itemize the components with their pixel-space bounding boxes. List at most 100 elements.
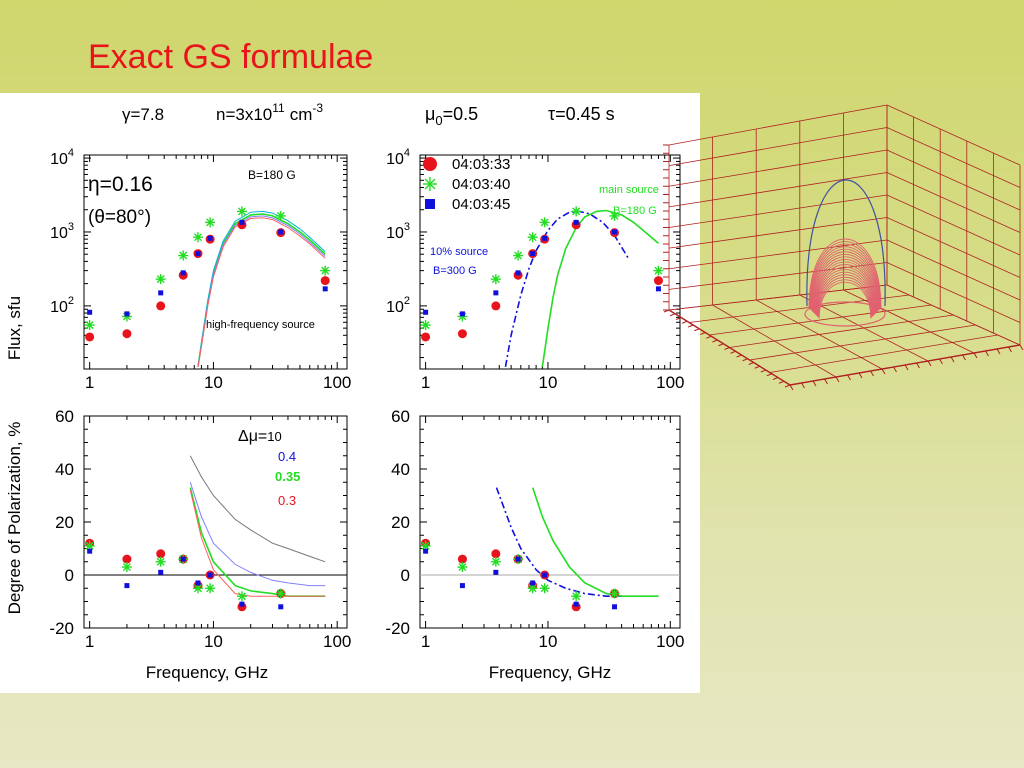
legend-circle-icon (423, 157, 437, 171)
marker-square-6 (573, 219, 579, 225)
marker-square-5 (207, 572, 213, 578)
grid-line (668, 149, 888, 187)
loop-line-15 (817, 277, 873, 318)
legend-label: 04:03:33 (452, 156, 510, 173)
chart-flux-right: 1 10 100 102 103 104 (386, 147, 684, 392)
edge-tick (712, 339, 718, 343)
marker-square-3 (515, 270, 521, 276)
marker-circle-8 (320, 276, 330, 286)
series-star (420, 540, 620, 602)
series-star (420, 206, 664, 331)
marker-square-4 (530, 251, 536, 257)
marker-square-0 (423, 309, 429, 315)
model-curve-1 (531, 487, 659, 597)
param-density-exp: 11 (272, 101, 285, 115)
marker-square-3 (180, 270, 186, 276)
marker-star-5 (539, 583, 550, 594)
chart-flux-left: 1 10 100 102 103 104 (50, 147, 351, 392)
marker-square-5 (542, 235, 548, 241)
x-tick-label: 10 (538, 373, 557, 392)
grid-line (668, 194, 888, 228)
edge-tick (748, 362, 754, 365)
y-tick-label: 40 (55, 460, 74, 479)
series-star (84, 206, 331, 331)
marker-square-0 (87, 309, 93, 315)
marker-star-4 (192, 232, 203, 243)
edge-tick (772, 377, 779, 380)
loop-line-11 (815, 266, 875, 315)
y-tick-label: 60 (391, 407, 410, 426)
x-tick-label: 1 (421, 632, 430, 651)
loop-footprint (804, 301, 886, 327)
grid-line (668, 217, 888, 249)
model-curve-2 (197, 215, 326, 367)
edge-tick (824, 378, 828, 385)
marker-star-6 (571, 591, 582, 602)
grid-line (729, 314, 954, 348)
y-tick-label: 104 (50, 147, 74, 168)
edge-tick (706, 335, 712, 339)
marker-circle-1 (122, 329, 132, 339)
marker-star-8 (653, 265, 664, 276)
edge-tick (881, 368, 886, 375)
annotation-dmu-04: 0.4 (278, 449, 296, 464)
model-curves (189, 455, 326, 597)
grid-line (668, 172, 888, 208)
grid-line (886, 104, 1021, 166)
param-density-unit-exp: -3 (312, 101, 323, 115)
marker-star-7 (275, 210, 286, 221)
annotation-dmu-03: 0.3 (278, 493, 296, 508)
marker-star-3 (513, 250, 524, 261)
grid-line (749, 324, 976, 361)
model-curve-1 (189, 482, 326, 587)
loop-line-3 (810, 246, 880, 310)
edge-tick (730, 350, 736, 354)
marker-circle-2 (156, 549, 166, 559)
grid-line (668, 127, 888, 167)
marker-star-5 (205, 217, 216, 228)
edge-tick (688, 324, 694, 328)
marker-star-2 (155, 274, 166, 285)
grid-line (668, 284, 888, 311)
marker-square-6 (573, 601, 579, 607)
loop-line-16 (818, 279, 872, 318)
edge-tick (962, 354, 966, 361)
series-square (423, 219, 661, 317)
edge-tick (916, 362, 920, 369)
loop-line-8 (813, 259, 877, 313)
model-curves (495, 487, 659, 597)
marker-star-7 (275, 588, 286, 599)
loop-line-1 (809, 241, 881, 309)
x-tick-label: 10 (538, 632, 557, 651)
loop-line-9 (813, 261, 877, 314)
loop-3d-wireframe (663, 104, 1024, 391)
edge-tick (858, 372, 863, 379)
annotation-dmu: Δμ=10 (238, 428, 282, 445)
param-gamma: γ=7.8 (122, 105, 164, 124)
marker-square-2 (493, 290, 499, 296)
model-curve-1 (541, 209, 660, 367)
param-mu0: μ0=0.5 (425, 104, 478, 128)
loop-line-0 (808, 238, 882, 309)
loop-line-7 (812, 256, 878, 313)
legend-label: 04:03:45 (452, 196, 510, 213)
y-tick-label: 0 (65, 566, 74, 585)
grid-line (886, 172, 1021, 233)
edge-tick (996, 348, 1001, 355)
marker-circle-1 (457, 554, 467, 564)
marker-square-7 (612, 229, 618, 235)
y-tick-label: 20 (391, 513, 410, 532)
marker-star-0 (84, 540, 95, 551)
edge-tick (985, 350, 989, 357)
y-tick-label: 103 (386, 221, 410, 242)
annotation-theta: (θ=80°) (88, 207, 151, 228)
legend: 04:03:33 04:03:40 04:03:45 (423, 156, 510, 213)
edge-tick (801, 382, 805, 389)
edge-tick (742, 358, 748, 362)
edge-tick (950, 356, 955, 363)
y-tick-label: -20 (385, 619, 410, 638)
model-curve-2 (189, 487, 326, 597)
model-curve-3 (189, 490, 326, 597)
edge-tick (927, 360, 932, 367)
plot-frame (419, 154, 681, 370)
